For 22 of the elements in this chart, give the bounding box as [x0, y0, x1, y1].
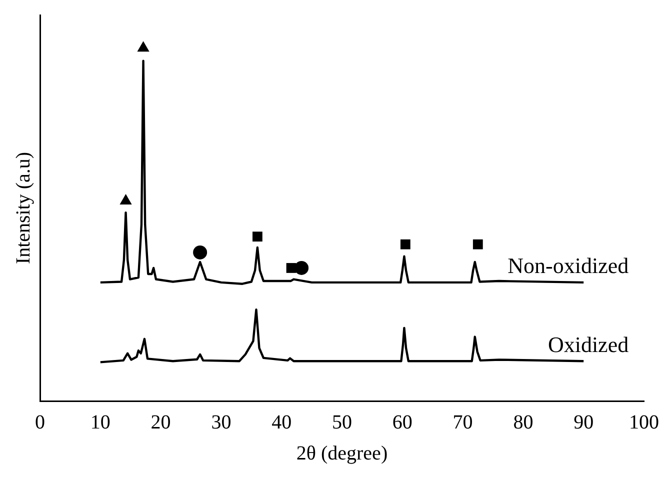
- x-tick-label: 90: [574, 411, 594, 434]
- x-tick-label: 40: [272, 411, 292, 434]
- x-tick-label: 50: [332, 411, 352, 434]
- x-tick-label: 0: [35, 411, 45, 434]
- x-tick-label: 10: [90, 411, 110, 434]
- x-tick-label: 60: [392, 411, 412, 434]
- x-tick-label: 20: [150, 411, 171, 434]
- x-tick-label: 80: [513, 411, 534, 434]
- point: [472, 239, 483, 250]
- series-label: Oxidized: [548, 332, 629, 357]
- x-tick-label: 30: [211, 411, 232, 434]
- x-tick-label: 100: [629, 411, 659, 434]
- series-label: Non-oxidized: [508, 253, 629, 278]
- point: [137, 41, 150, 52]
- point: [252, 232, 262, 242]
- point: [400, 239, 410, 250]
- x-tick-label: 70: [452, 411, 473, 434]
- x-axis-title: 2θ (degree): [296, 442, 388, 464]
- point: [294, 260, 309, 275]
- point: [120, 194, 132, 204]
- y-axis-title: Intensity (a.u): [12, 152, 34, 264]
- point: [193, 245, 208, 260]
